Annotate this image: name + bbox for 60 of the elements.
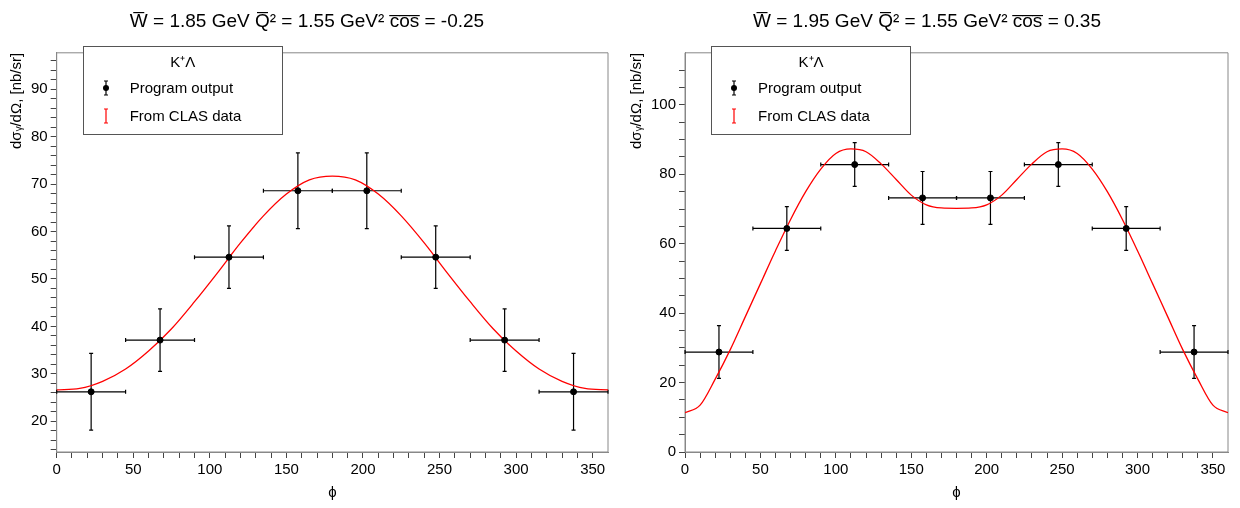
chart-title: W̅ = 1.85 GeV Q̅² = 1.55 GeV² c̅o̅s̅ = -0.25 (129, 9, 485, 31)
y-axis-title: dσᵧ/dΩ, [nb/sr] (627, 52, 645, 149)
point (363, 187, 371, 195)
point (501, 336, 509, 344)
y-tick-label: 40 (31, 316, 48, 334)
x-tick-label: 200 (350, 460, 376, 478)
x-tick-label: 350 (580, 460, 606, 478)
y-tick-label: 80 (659, 164, 677, 182)
y-tick-label: 30 (31, 363, 48, 381)
point (156, 336, 164, 344)
y-tick-label: 70 (31, 174, 48, 192)
y-tick-label: 40 (659, 303, 677, 321)
x-axis-title: ϕ (328, 483, 337, 501)
x-axis-title: ϕ (952, 483, 961, 501)
x-tick-label: 50 (752, 460, 769, 478)
x-tick-label: 50 (124, 460, 142, 478)
x-tick-label: 0 (680, 460, 690, 478)
legend-title: K⁺Λ (797, 51, 825, 72)
point (225, 253, 233, 261)
point (1122, 224, 1130, 232)
x-tick-label: 350 (1200, 460, 1226, 478)
line-series (685, 148, 1228, 414)
y-tick-label: 80 (31, 126, 48, 144)
point (715, 348, 723, 356)
legend-label: Program output (758, 79, 862, 97)
y-tick-label: 20 (659, 372, 677, 390)
x-tick-label: 100 (823, 460, 849, 478)
line-series (56, 175, 608, 391)
x-tick-label: 300 (503, 460, 529, 478)
y-tick-label: 100 (651, 95, 677, 113)
x-tick-label: 250 (427, 460, 453, 478)
y-tick-label: 60 (31, 221, 48, 239)
point (570, 388, 578, 396)
y-tick-label: 60 (659, 233, 677, 251)
y-axis-title: dσᵧ/dΩ, [nb/sr] (7, 52, 25, 149)
point (294, 187, 302, 195)
point (1054, 161, 1062, 169)
y-tick-label: 50 (31, 269, 48, 287)
point (851, 161, 859, 169)
point (986, 194, 994, 202)
point (432, 253, 440, 261)
x-tick-label: 150 (898, 460, 924, 478)
x-tick-label: 150 (273, 460, 299, 478)
y-tick-label: 20 (31, 411, 48, 429)
legend-label: From CLAS data (129, 107, 242, 125)
y-tick-label: 90 (31, 79, 48, 97)
point (1190, 348, 1198, 356)
legend-label: From CLAS data (758, 107, 870, 125)
point (919, 194, 927, 202)
x-tick-label: 300 (1124, 460, 1151, 478)
point (783, 224, 791, 232)
x-tick-label: 250 (1049, 460, 1075, 478)
point (87, 388, 95, 396)
y-tick-label: 0 (667, 442, 677, 460)
legend-title: K⁺Λ (169, 51, 197, 72)
x-tick-label: 100 (197, 460, 223, 478)
x-tick-label: 200 (974, 460, 1000, 478)
chart-title: W̅ = 1.95 GeV Q̅² = 1.55 GeV² c̅o̅s̅ = 0.35 (753, 9, 1101, 31)
x-tick-label: 0 (52, 460, 61, 478)
legend-label: Program output (129, 79, 234, 97)
